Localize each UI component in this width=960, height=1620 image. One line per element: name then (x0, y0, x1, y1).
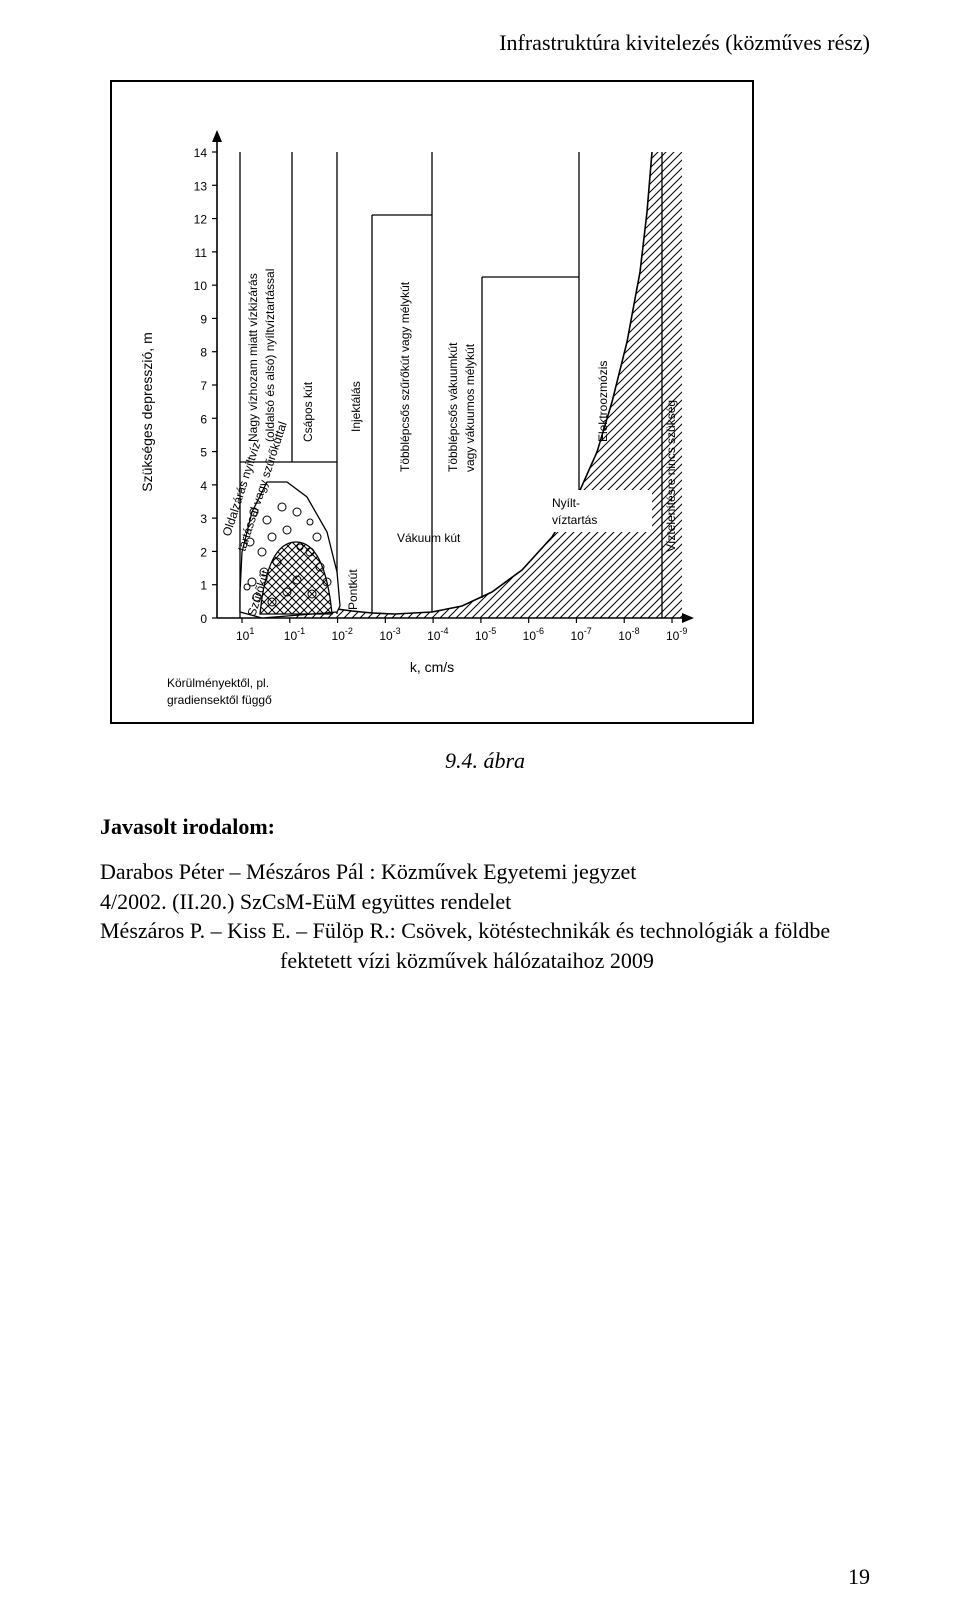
zoned-chart: Szükséges depresszió, m k, cm/s Körülménye… (112, 82, 752, 722)
page-header: Infrastruktúra kivitelezés (közműves rés… (100, 30, 870, 56)
svg-text:Pontkút: Pontkút (346, 569, 360, 610)
svg-text:11: 11 (195, 246, 208, 260)
svg-text:7: 7 (200, 379, 207, 393)
svg-text:10-9: 10-9 (666, 626, 687, 643)
svg-text:8: 8 (200, 346, 207, 360)
svg-text:0: 0 (200, 612, 207, 626)
svg-text:k, cm/s: k, cm/s (410, 659, 454, 675)
svg-text:Nyílt-: Nyílt- (552, 496, 580, 510)
svg-text:gradiensektől függő: gradiensektől függő (167, 693, 272, 707)
svg-text:10-4: 10-4 (427, 626, 448, 643)
header-title: Infrastruktúra kivitelezés (közműves rés… (499, 30, 870, 55)
svg-text:víztartás: víztartás (552, 513, 597, 527)
svg-text:10-5: 10-5 (475, 626, 496, 643)
svg-text:4: 4 (200, 479, 207, 493)
biblio-heading: Javasolt irodalom: (100, 814, 870, 840)
caption-text: 9.4. ábra (445, 748, 525, 773)
svg-text:2: 2 (200, 545, 207, 559)
svg-text:Körülményektől, pl.: Körülményektől, pl. (167, 676, 269, 690)
svg-text:101: 101 (236, 626, 254, 643)
svg-text:Csápos kút: Csápos kút (301, 381, 315, 442)
svg-text:3: 3 (200, 512, 207, 526)
svg-text:9: 9 (200, 312, 207, 326)
svg-text:10-2: 10-2 (332, 626, 353, 643)
svg-text:6: 6 (200, 412, 207, 426)
biblio-line: 4/2002. (II.20.) SzCsM-EüM együttes rend… (100, 888, 870, 916)
svg-text:10-6: 10-6 (523, 626, 544, 643)
svg-text:10: 10 (194, 279, 208, 293)
svg-text:5: 5 (200, 446, 207, 460)
svg-text:12: 12 (194, 213, 208, 227)
bibliography: Javasolt irodalom: Darabos Péter – Mészá… (100, 814, 870, 974)
svg-text:10-3: 10-3 (379, 626, 400, 643)
biblio-line: Mészáros P. – Kiss E. – Fülöp R.: Csövek… (100, 917, 870, 945)
svg-text:13: 13 (194, 179, 208, 193)
svg-text:Víztelenítésre nincs szükség: Víztelenítésre nincs szükség (664, 400, 678, 552)
svg-text:Nagy vízhozam miatt vízkizárás: Nagy vízhozam miatt vízkizárás (246, 273, 260, 442)
svg-text:Vákuum kút: Vákuum kút (397, 531, 461, 545)
figure-caption: 9.4. ábra (165, 748, 805, 774)
svg-text:10-1: 10-1 (284, 626, 305, 643)
svg-text:(oldalsó és alsó) nyíltvíztart: (oldalsó és alsó) nyíltvíztartással (263, 269, 277, 442)
svg-text:10-7: 10-7 (570, 626, 591, 643)
svg-text:Elektroozmózis: Elektroozmózis (596, 361, 610, 442)
biblio-line: Darabos Péter – Mészáros Pál : Közművek … (100, 858, 870, 886)
svg-text:Injektálás: Injektálás (349, 381, 363, 432)
svg-text:Szükséges depresszió, m: Szükséges depresszió, m (139, 332, 155, 492)
figure-frame: Szükséges depresszió, m k, cm/s Körülménye… (110, 80, 754, 724)
svg-text:Többlépcsős szűrőkút vagy mély: Többlépcsős szűrőkút vagy mélykút (398, 281, 412, 472)
svg-text:vagy vákuumos mélykút: vagy vákuumos mélykút (463, 343, 477, 472)
svg-text:1: 1 (200, 579, 207, 593)
svg-text:10-8: 10-8 (618, 626, 639, 643)
svg-text:14: 14 (194, 146, 208, 160)
page-number: 19 (848, 1564, 870, 1590)
svg-text:Többlépcsős vákuumkút: Többlépcsős vákuumkút (446, 342, 460, 472)
biblio-line: fektetett vízi közművek hálózataihoz 200… (100, 947, 870, 975)
